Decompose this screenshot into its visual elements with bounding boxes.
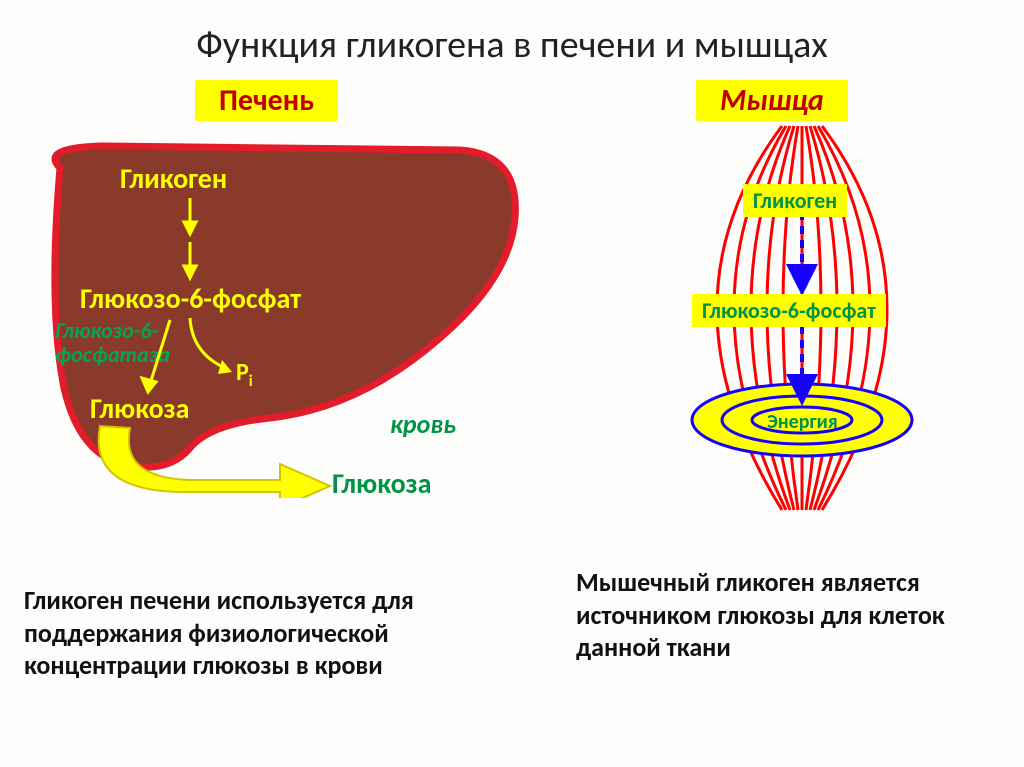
liver-enzyme-l2: фосфатаза bbox=[55, 341, 170, 368]
liver-glucose-in: Глюкоза bbox=[90, 391, 189, 426]
muscle-header: Мышца bbox=[696, 80, 848, 121]
blood-label: кровь bbox=[390, 408, 456, 440]
liver-diagram: Гликоген Глюкозо-6-фосфат Глюкозо-6- фос… bbox=[20, 128, 560, 498]
muscle-g6p-label: Глюкозо-6-фосфат bbox=[692, 294, 886, 327]
muscle-description: Мышечный гликоген является источником гл… bbox=[576, 566, 1006, 664]
liver-description: Гликоген печени используется для поддерж… bbox=[24, 584, 524, 682]
liver-header: Печень bbox=[195, 80, 338, 121]
liver-enzyme-l1: Глюкозо-6- bbox=[55, 317, 159, 344]
liver-glycogen-label: Гликоген bbox=[120, 161, 227, 196]
liver-glucose-out: Глюкоза bbox=[332, 466, 431, 501]
page-title: Функция гликогена в печени и мышцах bbox=[0, 22, 1024, 68]
liver-g6p-label: Глюкозо-6-фосфат bbox=[80, 281, 301, 316]
muscle-glycogen-label: Гликоген bbox=[743, 184, 847, 217]
muscle-energy-label: Энергия bbox=[755, 408, 850, 436]
